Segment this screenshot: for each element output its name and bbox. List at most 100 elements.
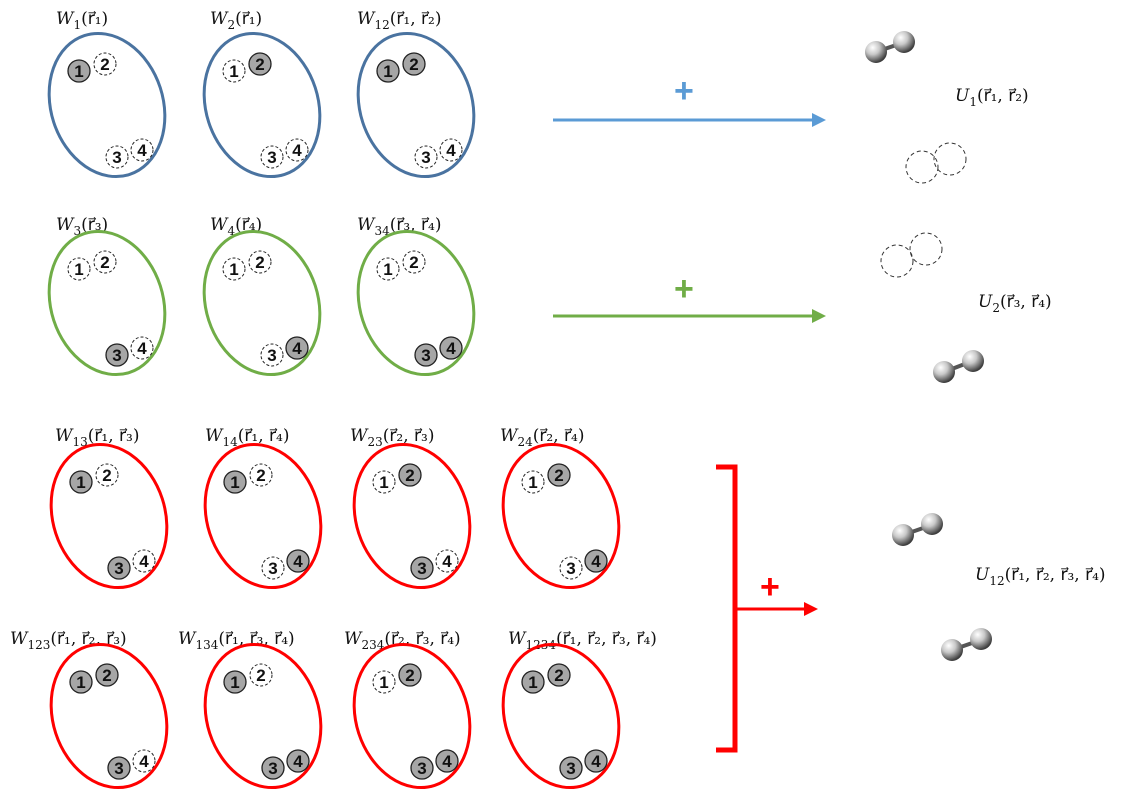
atom-2: 2 [547, 463, 571, 487]
region-ellipse [47, 229, 167, 377]
atom-3: 3 [559, 556, 583, 580]
panel-row2-2: W34(r⃗₃, r⃗₄) 1 2 3 4 [356, 215, 476, 377]
atom-3: 3 [107, 556, 131, 580]
atom-4: 4 [439, 336, 463, 360]
svg-text:4: 4 [293, 552, 303, 571]
atom-4: 4 [286, 549, 310, 573]
svg-text:3: 3 [566, 759, 575, 778]
panel-row3-0: W13(r⃗₁, r⃗₃) 2 4 1 3 [49, 426, 169, 590]
svg-text:2: 2 [255, 253, 264, 272]
svg-text:1: 1 [379, 673, 388, 692]
red-plus-sign: + [760, 568, 780, 606]
svg-text:2: 2 [255, 55, 264, 74]
atom-4: 4 [584, 749, 608, 773]
panel-row4-2: W234(r⃗₂, r⃗₃, r⃗₄) 1 2 3 4 [344, 629, 472, 790]
atom-4: 4 [435, 749, 459, 773]
atom-3: 3 [260, 343, 284, 367]
result-u1-molecules [865, 31, 967, 184]
svg-text:1: 1 [528, 473, 537, 492]
svg-text:1: 1 [76, 473, 85, 492]
svg-text:3: 3 [566, 559, 575, 578]
region-ellipse [203, 442, 323, 590]
atom-2: 2 [248, 250, 272, 274]
atom-2: 2 [402, 52, 426, 76]
molecule-h2-icon [941, 628, 992, 661]
atom-4: 4 [439, 138, 463, 162]
panel-label: W12(r⃗₁, r⃗₂) [357, 9, 441, 32]
panel-label: W23(r⃗₂, r⃗₃) [350, 426, 434, 449]
result-u2-molecules [880, 232, 984, 383]
svg-text:4: 4 [442, 552, 452, 571]
panel-label: W1(r⃗₁) [56, 9, 108, 32]
svg-text:3: 3 [267, 148, 276, 167]
svg-text:4: 4 [591, 552, 601, 571]
svg-text:2: 2 [100, 253, 109, 272]
svg-text:2: 2 [405, 666, 414, 685]
panel-row2-1: W4(r⃗₄)1 23 4 [202, 215, 322, 377]
atom-3: 3 [260, 145, 284, 169]
svg-text:1: 1 [230, 473, 239, 492]
svg-text:1: 1 [229, 260, 238, 279]
atom-1: 1 [376, 257, 400, 281]
atom-3: 3 [410, 756, 434, 780]
svg-text:2: 2 [102, 666, 111, 685]
green-plus-sign: + [674, 270, 694, 308]
svg-text:4: 4 [446, 339, 456, 358]
atom-2: 2 [93, 52, 117, 76]
region-ellipse [202, 229, 322, 377]
svg-text:1: 1 [229, 62, 238, 81]
svg-text:1: 1 [230, 673, 239, 692]
green-arrowhead [812, 309, 826, 323]
atom-4: 4 [285, 138, 309, 162]
svg-text:2: 2 [409, 55, 418, 74]
result-label-u1: U1(r⃗₁, r⃗₂) [955, 86, 1029, 109]
atom-1: 1 [521, 670, 545, 694]
panel-label: W34(r⃗₃, r⃗₄) [357, 215, 441, 238]
atom-2: 2 [95, 663, 119, 687]
region-ellipse [356, 31, 476, 179]
atom-4: 4 [130, 138, 154, 162]
atom-3: 3 [414, 343, 438, 367]
blue-arrow-group: + [553, 72, 826, 127]
svg-text:4: 4 [591, 752, 601, 771]
region-ellipse [47, 31, 167, 179]
atom-1: 1 [376, 59, 400, 83]
svg-text:2: 2 [405, 466, 414, 485]
atom-3: 3 [261, 756, 285, 780]
result-u12-molecules [892, 513, 992, 661]
blue-arrowhead [812, 113, 826, 127]
atom-4: 4 [286, 749, 310, 773]
panel-row4-3: W1234(r⃗₁, r⃗₂, r⃗₃, r⃗₄)1 23 4 [501, 629, 657, 790]
atom-4: 4 [132, 749, 156, 773]
svg-text:1: 1 [528, 673, 537, 692]
svg-text:2: 2 [256, 666, 265, 685]
svg-text:4: 4 [139, 752, 149, 771]
panel-row4-1: W134(r⃗₁, r⃗₃, r⃗₄) 21 3 4 [178, 629, 323, 790]
green-arrow-group: + [553, 270, 826, 323]
svg-text:4: 4 [446, 141, 456, 160]
panel-label: W234(r⃗₂, r⃗₃, r⃗₄) [344, 629, 461, 652]
region-ellipse [352, 442, 472, 590]
empty-orbital-pair-icon [905, 142, 967, 184]
svg-text:1: 1 [379, 473, 388, 492]
molecule-h2-icon [865, 31, 915, 63]
panel-label: W13(r⃗₁, r⃗₃) [55, 426, 139, 449]
svg-text:3: 3 [417, 759, 426, 778]
svg-text:3: 3 [421, 346, 430, 365]
svg-text:4: 4 [137, 141, 147, 160]
atom-4: 4 [132, 549, 156, 573]
atom-3: 3 [559, 756, 583, 780]
red-bracket [716, 464, 738, 753]
atom-2: 2 [93, 250, 117, 274]
svg-text:4: 4 [292, 339, 302, 358]
svg-text:4: 4 [139, 552, 149, 571]
region-ellipse [501, 642, 621, 790]
atom-2: 2 [248, 52, 272, 76]
panel-label: W24(r⃗₂, r⃗₄) [500, 426, 584, 449]
atom-2: 2 [398, 463, 422, 487]
svg-text:4: 4 [293, 752, 303, 771]
svg-text:3: 3 [268, 759, 277, 778]
atom-2: 2 [95, 463, 119, 487]
